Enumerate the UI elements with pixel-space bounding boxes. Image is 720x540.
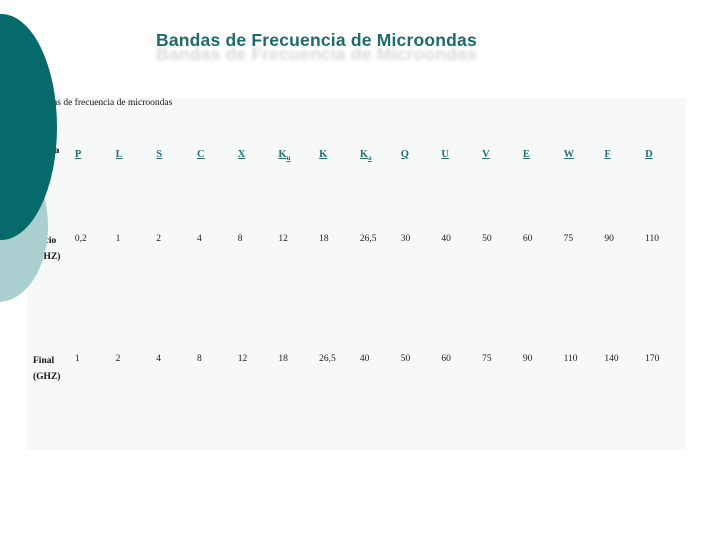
inicio-value-cell: 110	[645, 234, 659, 244]
final-value-cell: 26,5	[319, 354, 336, 364]
band-link[interactable]: S	[156, 149, 163, 160]
final-value-cell: 40	[359, 354, 370, 364]
inicio-value-cell: 30	[400, 234, 411, 244]
inicio-value-cell: 50	[482, 234, 492, 244]
table-caption-row: Bandas de frecuencia de microondas	[33, 98, 686, 144]
band-link[interactable]: E	[522, 149, 530, 160]
table-caption: Bandas de frecuencia de microondas	[33, 98, 173, 108]
band-cell: Ka	[360, 144, 401, 234]
band-link[interactable]: P	[74, 149, 82, 160]
final-value-cell: 75	[482, 354, 492, 364]
band-link[interactable]: F	[604, 149, 611, 160]
band-cell: L	[116, 144, 157, 234]
band-link[interactable]: Q	[400, 149, 409, 160]
band-cell: S	[156, 144, 197, 234]
row-label-final-unit: (GHZ)	[33, 371, 61, 382]
band-cell: D	[645, 144, 686, 234]
band-cell: U	[441, 144, 482, 234]
inicio-value-cell: 26,5	[359, 234, 377, 244]
inicio-value-cell: 60	[522, 234, 533, 244]
band-cell: E	[523, 144, 564, 234]
final-value-cell: 18	[278, 354, 288, 364]
page-title: Bandas de Frecuencia de Microondas	[156, 30, 477, 50]
final-value-cell: 50	[400, 354, 411, 364]
band-cell: X	[238, 144, 279, 234]
row-label-final: Final	[33, 356, 55, 366]
inicio-values-row: Inicio (GHZ) 0,21248121826,5304050607590…	[33, 234, 686, 354]
inicio-value-cell: 4	[196, 234, 202, 244]
final-value-cell: 12	[237, 354, 248, 364]
inicio-value-cell: 1	[115, 234, 121, 244]
final-value-cell: 8	[196, 354, 202, 364]
final-value-cell: 2	[115, 354, 121, 364]
inicio-value-cell: 2	[156, 234, 162, 244]
inicio-value-cell: 18	[319, 234, 329, 244]
band-link[interactable]: D	[645, 149, 653, 160]
row-label-inicio-unit: (GHZ)	[33, 251, 61, 262]
band-cell: W	[564, 144, 605, 234]
inicio-value-cell: 8	[237, 234, 243, 244]
final-values-row: Final (GHZ) 1 2 4 8 12 18 26,5 40 50 60 75 90 110 140…	[33, 354, 686, 450]
band-link[interactable]: L	[115, 149, 123, 160]
final-value-cell: 1	[74, 354, 80, 364]
band-link[interactable]: C	[196, 149, 205, 160]
inicio-value-cell: 75	[563, 234, 574, 244]
band-cell: C	[197, 144, 238, 234]
inicio-value-cell: 12	[278, 234, 288, 244]
band-link[interactable]: Ka	[359, 149, 372, 163]
band-cell: P	[75, 144, 116, 234]
final-value-cell: 110	[563, 354, 578, 364]
band-link[interactable]: X	[237, 149, 246, 160]
band-link[interactable]: K	[319, 149, 328, 160]
final-value-cell: 140	[604, 354, 619, 364]
band-link[interactable]: U	[441, 149, 450, 160]
band-cell: F	[604, 144, 645, 234]
inicio-value-cell: 40	[441, 234, 451, 244]
final-value-cell: 90	[522, 354, 533, 364]
final-value-cell: 170	[645, 354, 660, 364]
band-cell: Ku	[278, 144, 319, 234]
final-value-cell: 60	[441, 354, 451, 364]
final-value-cell: 4	[156, 354, 162, 364]
band-link[interactable]: Ku	[278, 149, 291, 163]
inicio-value-cell: 90	[604, 234, 614, 244]
content-panel: Bandas de frecuencia de microondas Banda…	[27, 98, 686, 450]
band-link[interactable]: V	[482, 149, 490, 160]
frequency-bands-table: Bandas de frecuencia de microondas Banda…	[33, 98, 686, 450]
band-link[interactable]: W	[563, 149, 575, 160]
band-cell: V	[482, 144, 523, 234]
inicio-value-cell: 0,2	[74, 234, 87, 244]
band-cell: Q	[401, 144, 442, 234]
row-label-final-cell: Final (GHZ)	[33, 354, 75, 450]
band-cell: K	[319, 144, 360, 234]
